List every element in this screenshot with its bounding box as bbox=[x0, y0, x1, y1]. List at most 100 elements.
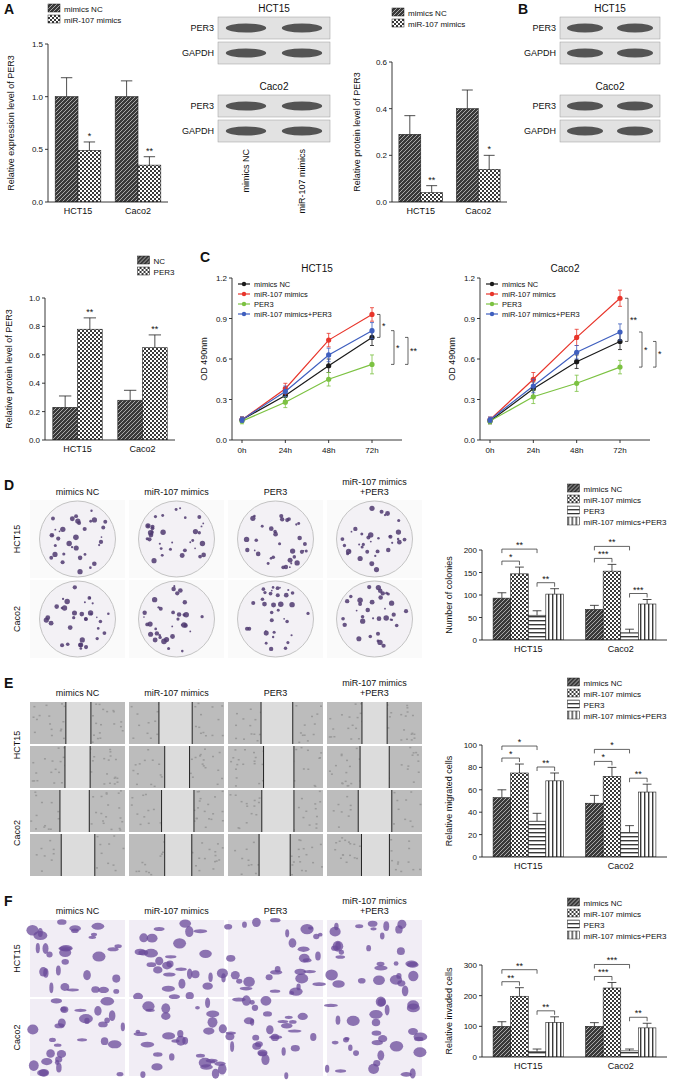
photo bbox=[144, 864, 146, 866]
marker bbox=[283, 400, 288, 405]
error-bar bbox=[643, 600, 652, 605]
photo bbox=[355, 924, 363, 928]
tick bbox=[477, 399, 480, 400]
error-bar bbox=[404, 116, 415, 135]
legend-entry: mimics NC bbox=[254, 280, 291, 289]
photo bbox=[49, 723, 51, 725]
photo bbox=[356, 748, 358, 750]
photo bbox=[358, 790, 359, 832]
error-bar bbox=[618, 360, 622, 374]
photo bbox=[161, 514, 164, 517]
photo bbox=[254, 800, 256, 802]
tick bbox=[45, 96, 48, 97]
photo bbox=[210, 819, 212, 821]
photo bbox=[400, 871, 402, 873]
lines bbox=[239, 308, 374, 424]
bars bbox=[53, 318, 167, 440]
photo bbox=[315, 808, 317, 810]
marker bbox=[531, 383, 536, 388]
photo bbox=[411, 733, 413, 735]
photo bbox=[91, 823, 93, 825]
photo bbox=[403, 538, 407, 542]
photo bbox=[264, 631, 269, 636]
photo bbox=[309, 824, 311, 826]
tick bbox=[42, 326, 45, 327]
photo bbox=[369, 1010, 382, 1019]
photo bbox=[35, 795, 37, 797]
legend-swatch bbox=[242, 282, 246, 286]
photo bbox=[96, 617, 98, 619]
photo bbox=[401, 764, 403, 766]
photo bbox=[253, 515, 256, 518]
photo bbox=[92, 715, 94, 717]
marker bbox=[326, 338, 331, 343]
marker bbox=[369, 362, 374, 367]
tick-label: 0.8 bbox=[29, 322, 41, 331]
tick bbox=[477, 278, 480, 279]
photo bbox=[388, 535, 392, 539]
photo bbox=[183, 623, 187, 627]
photo bbox=[40, 501, 116, 577]
line bbox=[490, 332, 620, 420]
photo bbox=[365, 608, 370, 613]
photo bbox=[49, 556, 53, 560]
tick bbox=[477, 318, 480, 319]
photo bbox=[64, 706, 66, 708]
photo bbox=[57, 919, 66, 925]
photo bbox=[250, 708, 252, 710]
photo bbox=[296, 984, 300, 991]
photo bbox=[131, 804, 133, 806]
photo bbox=[248, 865, 250, 867]
photo bbox=[376, 996, 386, 1006]
photo bbox=[27, 1024, 38, 1034]
tick-label: 0.5 bbox=[32, 145, 44, 154]
panel-label: A bbox=[4, 1, 14, 17]
photo bbox=[397, 538, 399, 540]
photo bbox=[327, 920, 422, 997]
significance-bracket bbox=[405, 337, 408, 364]
photo bbox=[391, 860, 393, 862]
tick bbox=[479, 1057, 482, 1058]
photo bbox=[74, 1009, 86, 1012]
photo bbox=[289, 987, 302, 995]
photo bbox=[158, 702, 159, 744]
photo bbox=[175, 968, 187, 971]
x-axis bbox=[48, 202, 168, 203]
photo bbox=[116, 781, 118, 783]
photo bbox=[293, 555, 297, 559]
legend-swatch bbox=[48, 4, 60, 12]
legend-swatch bbox=[568, 484, 580, 492]
photo bbox=[147, 934, 158, 943]
photo bbox=[90, 702, 91, 744]
photo bbox=[361, 834, 362, 876]
photo bbox=[139, 581, 215, 657]
photo bbox=[58, 772, 60, 774]
blot-title: HCT15 bbox=[258, 3, 290, 14]
photo bbox=[148, 632, 153, 637]
photo bbox=[341, 714, 343, 716]
photo bbox=[84, 617, 88, 621]
photo bbox=[101, 1037, 108, 1045]
photo bbox=[390, 712, 392, 714]
lane-label: mimics NC bbox=[241, 149, 251, 193]
photo bbox=[290, 834, 291, 876]
legend-swatch bbox=[568, 931, 580, 939]
band bbox=[617, 127, 653, 136]
blot bbox=[218, 95, 330, 117]
bar bbox=[638, 1028, 656, 1057]
x-axis bbox=[45, 440, 175, 441]
annotation: ** bbox=[516, 540, 524, 550]
photo bbox=[197, 791, 199, 793]
legend-entry: PER3 bbox=[584, 507, 605, 516]
tick bbox=[479, 745, 482, 746]
photo bbox=[339, 950, 344, 955]
band bbox=[617, 24, 653, 33]
photo bbox=[160, 547, 163, 550]
photo bbox=[141, 862, 143, 864]
photo bbox=[135, 871, 137, 873]
photo bbox=[305, 854, 307, 856]
photo bbox=[84, 553, 87, 556]
marker bbox=[369, 328, 374, 333]
band-label: PER3 bbox=[532, 101, 556, 111]
photo bbox=[385, 592, 388, 595]
